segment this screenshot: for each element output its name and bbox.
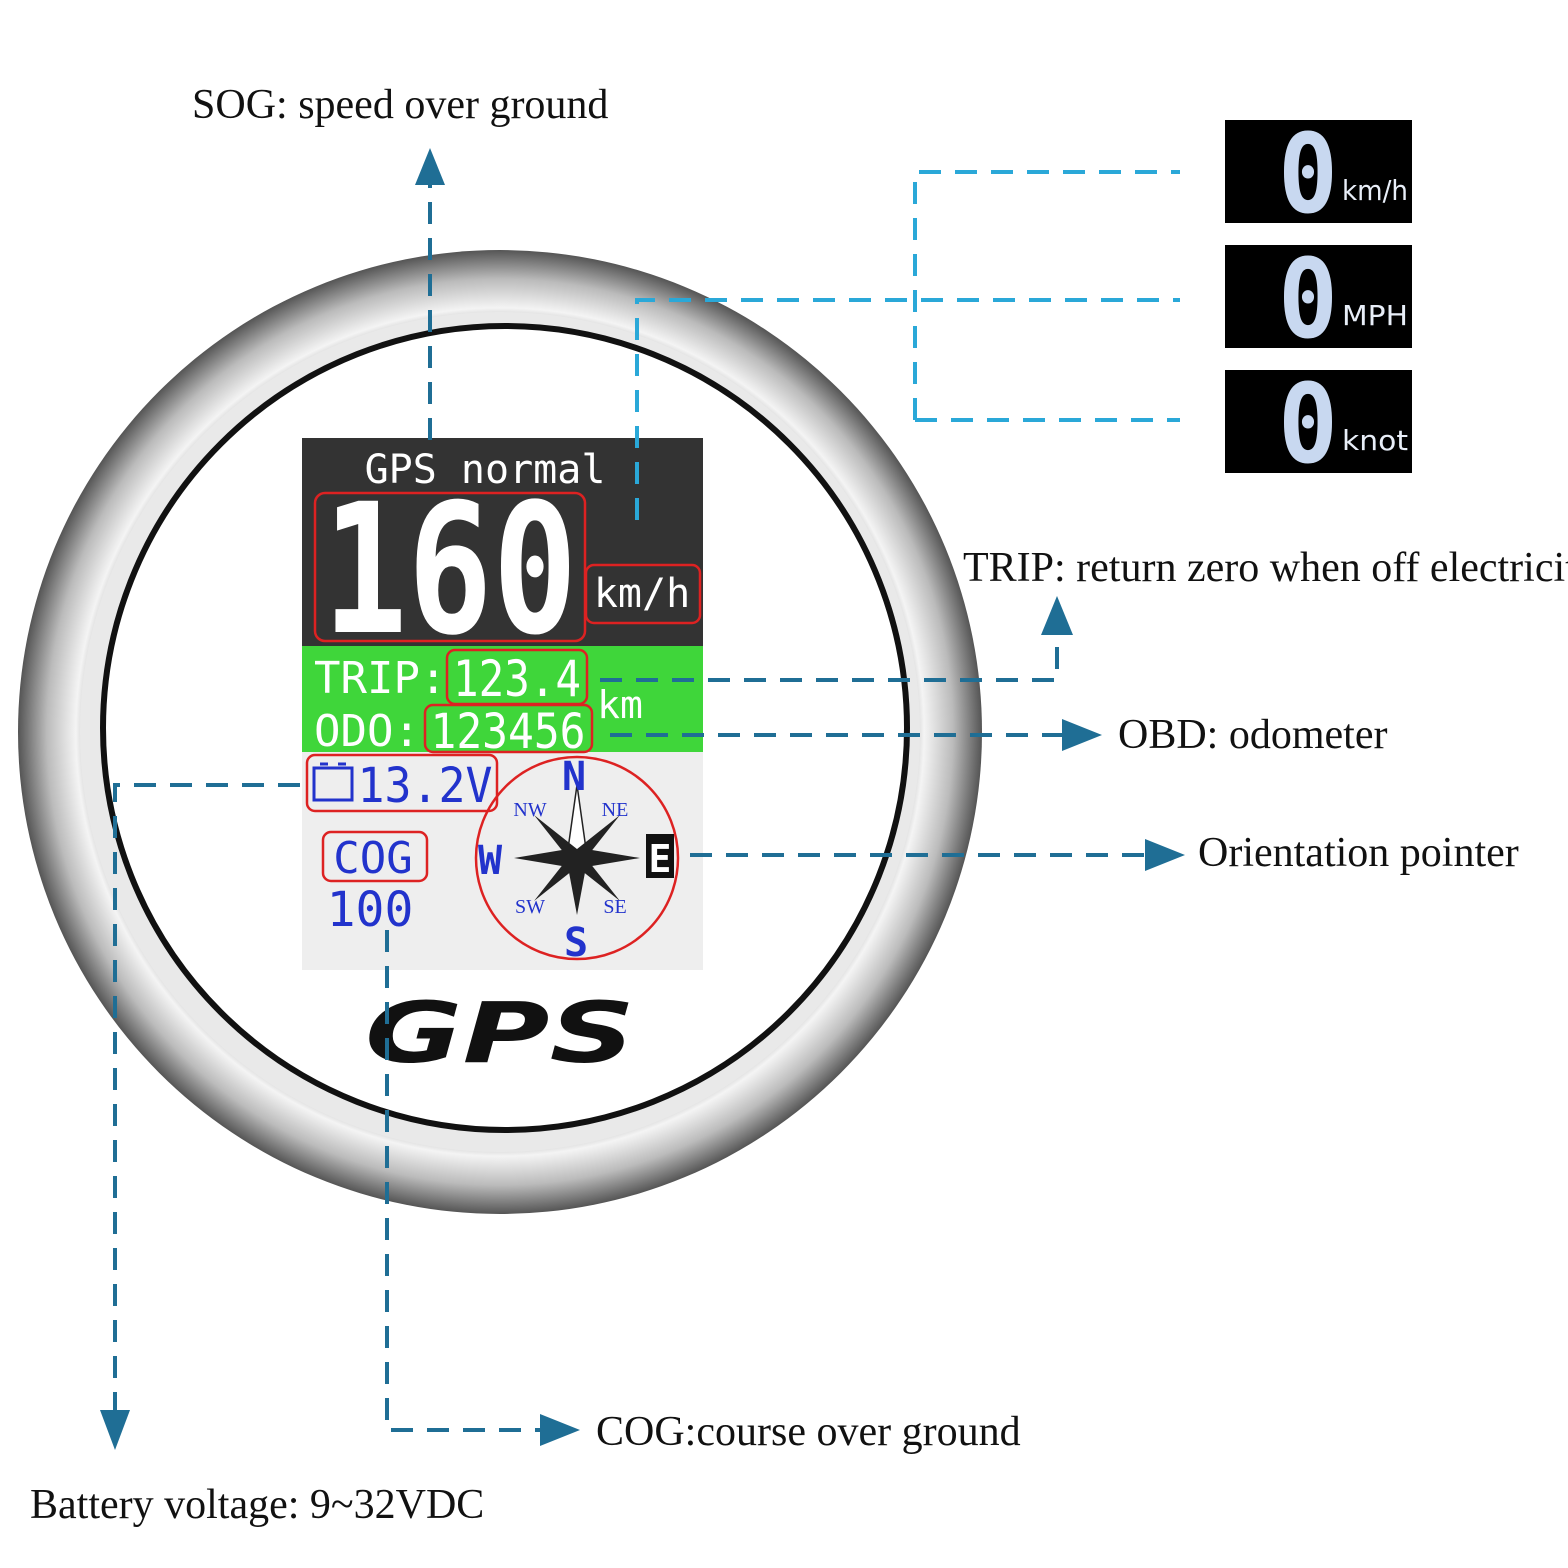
- compass-ne: NE: [602, 799, 629, 821]
- unit-digit: 0: [1278, 110, 1338, 238]
- odo-value: 123456: [431, 704, 586, 760]
- distance-unit: km: [597, 683, 643, 727]
- cog-callout: COG:course over ground: [596, 1409, 1021, 1455]
- trip-label: TRIP:: [314, 653, 446, 704]
- compass-n: N: [562, 754, 586, 800]
- cog-label: COG: [333, 833, 412, 884]
- compass-e: E: [649, 837, 672, 881]
- odo-label: ODO:: [314, 706, 420, 757]
- unit-digit: 0: [1278, 235, 1338, 363]
- compass-w: W: [478, 838, 503, 884]
- logo: GPS: [365, 984, 635, 1082]
- odo-callout: OBD: odometer: [1118, 712, 1387, 758]
- unit-box: [1225, 370, 1412, 473]
- cog-value: 100: [327, 882, 414, 938]
- unit-label: knot: [1342, 424, 1408, 457]
- compass-s: S: [564, 920, 588, 966]
- connector-lines: [100, 148, 1185, 1450]
- battery-callout: Battery voltage: 9~32VDC: [30, 1482, 484, 1528]
- gps-status: GPS normal: [365, 447, 606, 493]
- unit-label: MPH: [1342, 299, 1408, 332]
- compass-se: SE: [603, 896, 626, 918]
- trip-value: 123.4: [453, 650, 581, 708]
- battery-icon: [312, 762, 354, 802]
- compass: [474, 755, 680, 961]
- compass-sw: SW: [515, 896, 545, 918]
- e-marker: [646, 834, 674, 878]
- unit-box: [1225, 245, 1412, 348]
- unit-label: km/h: [1342, 174, 1408, 207]
- speed: 160: [323, 466, 578, 675]
- voltage: 13.2V: [358, 758, 493, 814]
- sog-callout: SOG: speed over ground: [192, 82, 608, 128]
- orientation-callout: Orientation pointer: [1198, 830, 1519, 876]
- highlight-boxes: [305, 491, 702, 883]
- compass-nw: NW: [513, 799, 546, 821]
- trip-callout: TRIP: return zero when off electricity: [963, 545, 1568, 591]
- speed-unit: km/h: [594, 571, 690, 617]
- unit-digit: 0: [1278, 360, 1338, 488]
- unit-box: [1225, 120, 1412, 223]
